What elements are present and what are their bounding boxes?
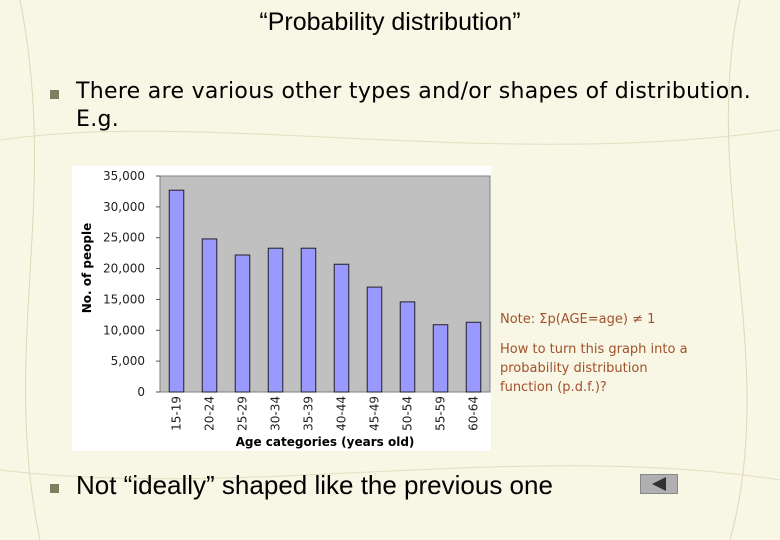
bullet-text: There are various other types and/or sha… — [76, 79, 752, 132]
bar — [300, 247, 317, 393]
x-tick-label: 55-59 — [434, 396, 448, 431]
x-axis-title: Age categories (years old) — [236, 435, 415, 449]
x-tick-label: 15-19 — [170, 396, 184, 431]
y-tick-label: 15,000 — [103, 292, 145, 306]
decor — [19, 0, 41, 540]
x-tick-label: 40-44 — [335, 396, 349, 431]
slide-title: “Probability distribution” — [259, 8, 521, 36]
bar — [267, 247, 284, 393]
nav-button[interactable] — [640, 474, 678, 494]
y-tick-label: 30,000 — [103, 200, 145, 214]
decor — [727, 0, 748, 540]
y-axis-title: No. of people — [80, 223, 94, 313]
bullet-marker — [50, 484, 59, 493]
x-tick-label: 45-49 — [368, 396, 382, 431]
x-tick-label: 30-34 — [269, 396, 283, 431]
note: How to turn this graph into a probabilit… — [500, 342, 688, 395]
y-tick-label: 5,000 — [111, 354, 145, 368]
bar — [432, 324, 449, 393]
x-tick-label: 25-29 — [236, 396, 250, 431]
bar — [234, 254, 251, 393]
y-tick-label: 25,000 — [103, 231, 145, 245]
x-tick-label: 20-24 — [203, 396, 217, 431]
bar — [201, 238, 218, 393]
x-tick-label: 35-39 — [302, 396, 316, 431]
nav-arrow[interactable] — [652, 477, 666, 491]
y-tick-label: 10,000 — [103, 323, 145, 337]
bar — [168, 189, 185, 393]
bar — [465, 321, 482, 393]
y-tick-label: 35,000 — [103, 169, 145, 183]
bullet-marker — [50, 90, 59, 99]
bullet-text: Not “ideally” shaped like the previous o… — [76, 470, 553, 500]
note: Note: Σp(AGE=age) ≠ 1 — [500, 312, 656, 327]
y-tick-label: 20,000 — [103, 262, 145, 276]
bar — [399, 301, 416, 393]
x-tick-label: 60-64 — [467, 396, 481, 431]
x-tick-label: 50-54 — [401, 396, 415, 431]
decor — [0, 465, 780, 481]
bar — [333, 263, 350, 393]
bar — [366, 286, 383, 393]
decor — [0, 129, 780, 145]
y-tick-label: 0 — [137, 385, 145, 399]
